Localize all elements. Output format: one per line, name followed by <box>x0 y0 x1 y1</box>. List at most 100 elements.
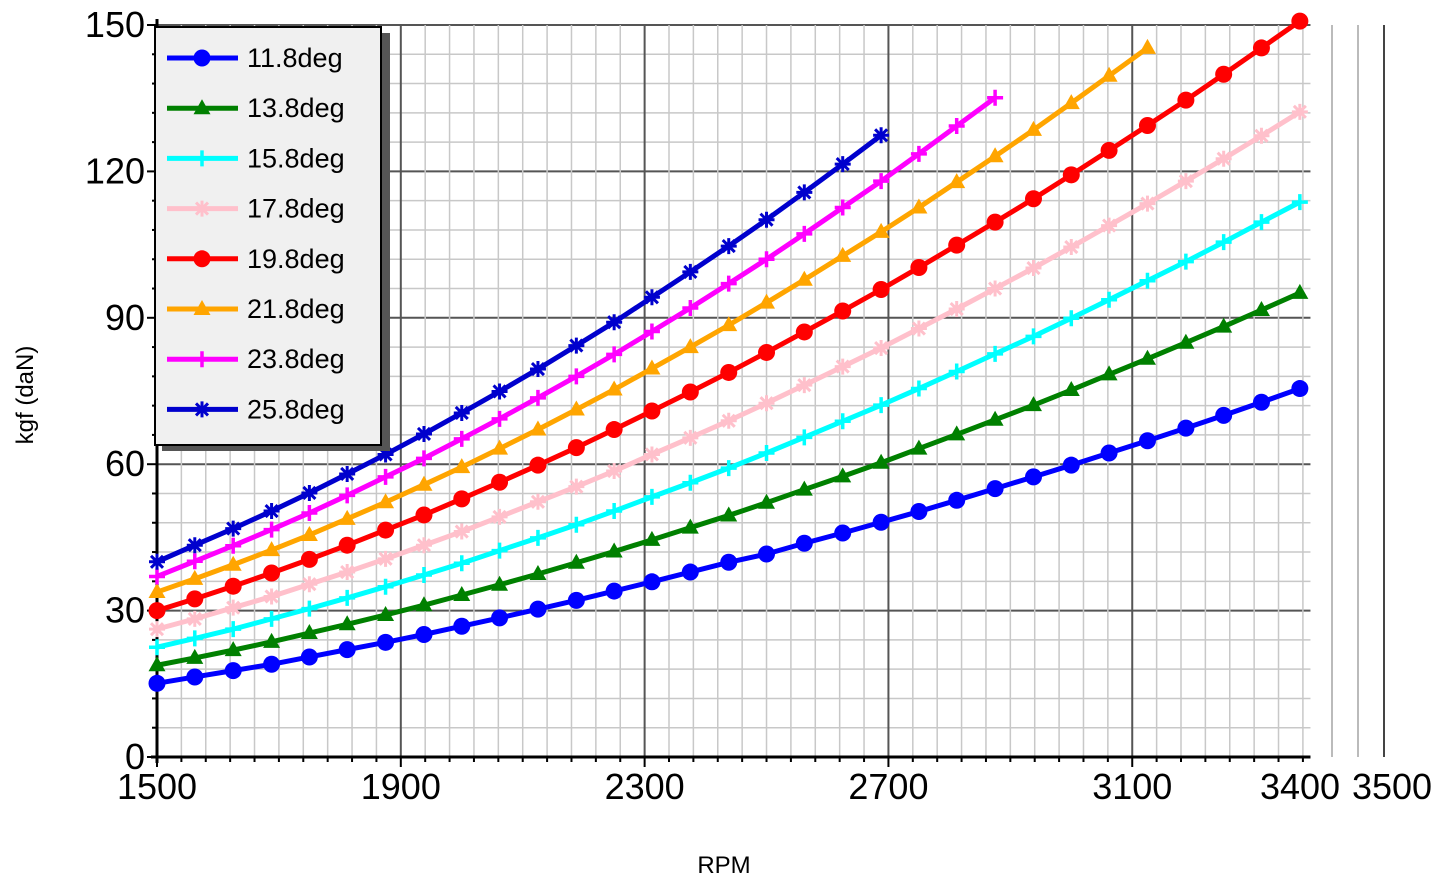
data-point <box>224 641 242 657</box>
legend-label: 19.8deg <box>247 244 345 274</box>
data-point <box>567 439 585 457</box>
data-point <box>1177 173 1194 190</box>
data-point <box>720 363 738 381</box>
data-point <box>263 541 281 557</box>
data-point <box>1062 94 1080 110</box>
data-point <box>758 343 776 361</box>
data-point <box>186 630 203 647</box>
series-group <box>148 12 1309 692</box>
data-point <box>301 576 318 593</box>
data-point <box>377 446 394 463</box>
data-point <box>1291 12 1309 30</box>
data-point <box>605 582 623 600</box>
data-point <box>873 127 890 144</box>
data-point <box>720 238 737 255</box>
data-point <box>529 565 547 580</box>
data-point <box>682 300 699 317</box>
data-point <box>681 338 699 354</box>
data-point <box>415 566 432 583</box>
x-tick-label: 3400 <box>1260 766 1340 807</box>
data-point <box>567 400 585 416</box>
y-tick-label: 0 <box>125 736 145 777</box>
data-point <box>377 550 394 567</box>
data-point <box>263 610 280 627</box>
data-point <box>529 456 547 474</box>
legend-item: 17.8deg <box>167 194 345 224</box>
data-point <box>758 545 776 563</box>
data-point <box>987 280 1004 297</box>
data-point <box>1253 127 1270 144</box>
data-point <box>529 420 547 436</box>
legend-item: 13.8deg <box>167 93 345 123</box>
data-point <box>720 316 738 332</box>
data-point <box>186 569 204 585</box>
data-point <box>834 358 851 375</box>
data-point <box>225 621 242 638</box>
data-point <box>758 251 775 268</box>
data-point <box>224 662 242 680</box>
data-point <box>415 450 432 467</box>
data-point <box>453 523 470 540</box>
series-19.8deg <box>148 12 1309 620</box>
legend-label: 25.8deg <box>247 394 345 424</box>
data-point <box>795 480 813 496</box>
data-point <box>186 553 203 570</box>
series-21.8deg <box>148 38 1156 599</box>
data-point <box>1177 253 1194 270</box>
data-point <box>606 314 623 331</box>
data-point <box>795 323 813 341</box>
data-point <box>643 323 660 340</box>
data-point <box>194 200 210 217</box>
data-point <box>873 397 890 414</box>
data-point <box>339 487 356 504</box>
data-point <box>453 555 470 572</box>
data-point <box>643 359 661 375</box>
data-point <box>491 439 509 455</box>
data-point <box>834 413 851 430</box>
legend-item: 19.8deg <box>167 244 345 274</box>
data-point <box>453 490 471 508</box>
data-point <box>149 568 165 585</box>
data-point <box>453 404 470 421</box>
y-tick-label: 120 <box>85 150 145 191</box>
data-point <box>606 503 623 520</box>
data-point <box>1024 468 1042 486</box>
data-point <box>194 351 210 368</box>
data-point <box>1024 396 1042 412</box>
data-point <box>682 263 699 280</box>
legend-label: 21.8deg <box>247 294 345 324</box>
data-point <box>720 412 737 429</box>
data-point <box>377 633 395 651</box>
data-point <box>948 236 966 254</box>
data-point <box>415 506 433 524</box>
data-point <box>720 506 738 522</box>
data-point <box>605 542 623 558</box>
data-point <box>148 656 166 672</box>
data-point <box>186 590 204 608</box>
data-point <box>834 156 851 173</box>
data-point <box>491 383 508 400</box>
x-axis-title: RPM <box>697 852 750 879</box>
data-point <box>681 518 699 534</box>
data-point <box>193 250 211 268</box>
x-tick-label: 2700 <box>848 766 928 807</box>
data-point <box>1139 195 1156 212</box>
legend-item: 15.8deg <box>167 143 345 173</box>
data-point <box>910 503 928 521</box>
y-tick-label: 150 <box>85 4 145 45</box>
data-point <box>681 383 699 401</box>
x-tick-label: 3100 <box>1092 766 1172 807</box>
y-tick-label: 60 <box>105 443 145 484</box>
data-point <box>910 320 927 337</box>
data-point <box>986 410 1004 426</box>
data-point <box>605 380 623 396</box>
data-point <box>225 599 242 616</box>
data-point <box>194 150 210 167</box>
data-point <box>606 463 623 480</box>
data-point <box>149 621 165 638</box>
data-point <box>872 222 890 238</box>
data-point <box>453 458 471 474</box>
data-point <box>568 337 585 354</box>
data-point <box>1138 349 1156 365</box>
data-point <box>796 377 813 394</box>
